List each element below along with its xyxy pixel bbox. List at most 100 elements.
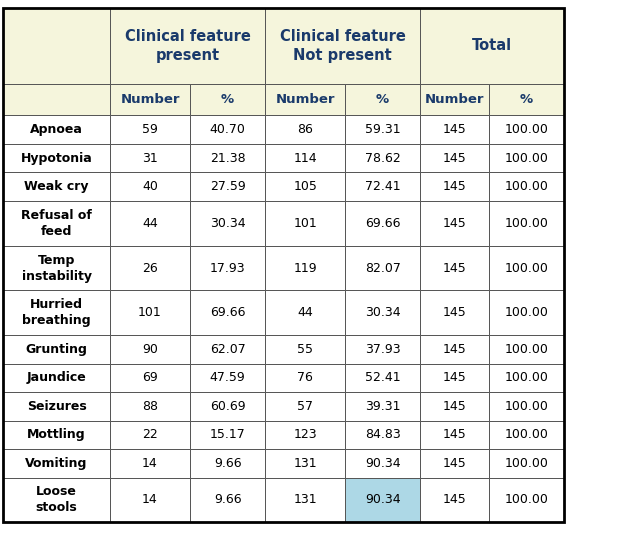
Bar (345, 392, 420, 421)
Bar (489, 201, 564, 246)
Bar (3, 478, 110, 522)
Bar (265, 449, 345, 478)
Bar (3, 201, 110, 246)
Bar (3, 144, 110, 172)
Bar (345, 290, 420, 335)
Bar (110, 449, 190, 478)
Bar (345, 364, 420, 392)
Bar (420, 172, 489, 201)
Bar (3, 449, 110, 478)
Bar (345, 84, 420, 115)
Text: 105: 105 (293, 180, 317, 193)
Text: 100.00: 100.00 (505, 261, 548, 275)
Bar (3, 364, 110, 392)
Bar (190, 421, 265, 449)
Text: Loose
stools: Loose stools (36, 485, 78, 515)
Text: 62.07: 62.07 (210, 343, 245, 356)
Bar (110, 478, 190, 522)
Text: 40: 40 (142, 180, 158, 193)
Text: Number: Number (120, 93, 180, 106)
Text: 100.00: 100.00 (505, 400, 548, 413)
Bar (110, 84, 190, 115)
Text: Number: Number (425, 93, 485, 106)
Text: Vomiting: Vomiting (26, 457, 88, 470)
Bar (110, 290, 190, 335)
Text: Apnoea: Apnoea (30, 123, 83, 136)
Bar (190, 478, 265, 522)
Bar (3, 290, 110, 335)
Text: 69: 69 (142, 371, 158, 385)
Text: 119: 119 (293, 261, 317, 275)
Bar (3, 8, 110, 84)
Bar (3, 115, 110, 144)
Text: 145: 145 (443, 123, 467, 136)
Text: 100.00: 100.00 (505, 180, 548, 193)
Bar (190, 172, 265, 201)
Bar (265, 115, 345, 144)
Text: 31: 31 (142, 152, 158, 165)
Text: Weak cry: Weak cry (24, 180, 89, 193)
Bar (489, 144, 564, 172)
Text: 145: 145 (443, 400, 467, 413)
Bar (190, 392, 265, 421)
Bar (265, 364, 345, 392)
Text: 39.31: 39.31 (365, 400, 401, 413)
Bar (3, 172, 110, 201)
Text: 100.00: 100.00 (505, 123, 548, 136)
Text: 100.00: 100.00 (505, 217, 548, 230)
Text: 100.00: 100.00 (505, 306, 548, 319)
Text: %: % (520, 93, 533, 106)
Text: %: % (376, 93, 389, 106)
Text: 22: 22 (142, 428, 158, 441)
Bar (110, 392, 190, 421)
Bar (489, 364, 564, 392)
Text: 57: 57 (297, 400, 313, 413)
Text: 30.34: 30.34 (365, 306, 401, 319)
Bar (3, 392, 110, 421)
Text: Mottling: Mottling (28, 428, 86, 441)
Text: 145: 145 (443, 261, 467, 275)
Text: 30.34: 30.34 (210, 217, 245, 230)
Text: 15.17: 15.17 (210, 428, 245, 441)
Text: Temp
instability: Temp instability (22, 253, 92, 283)
Bar (110, 364, 190, 392)
Text: 60.69: 60.69 (210, 400, 245, 413)
Text: 145: 145 (443, 371, 467, 385)
Bar (489, 84, 564, 115)
Text: 145: 145 (443, 493, 467, 507)
Bar (3, 84, 110, 115)
Text: Hurried
breathing: Hurried breathing (22, 298, 91, 328)
Bar (265, 8, 420, 84)
Bar (3, 335, 110, 364)
Bar (345, 144, 420, 172)
Bar (3, 246, 110, 290)
Bar (420, 290, 489, 335)
Bar (110, 421, 190, 449)
Bar (345, 246, 420, 290)
Bar (265, 478, 345, 522)
Bar (265, 201, 345, 246)
Bar (489, 335, 564, 364)
Text: Grunting: Grunting (26, 343, 87, 356)
Bar (265, 392, 345, 421)
Bar (265, 246, 345, 290)
Bar (110, 172, 190, 201)
Text: 44: 44 (142, 217, 158, 230)
Bar (420, 421, 489, 449)
Bar (110, 144, 190, 172)
Text: 21.38: 21.38 (210, 152, 245, 165)
Bar (3, 8, 564, 522)
Bar (265, 421, 345, 449)
Text: 100.00: 100.00 (505, 493, 548, 507)
Text: 145: 145 (443, 343, 467, 356)
Text: 9.66: 9.66 (214, 493, 241, 507)
Bar (420, 478, 489, 522)
Text: Clinical feature
present: Clinical feature present (125, 29, 250, 63)
Text: 100.00: 100.00 (505, 343, 548, 356)
Bar (420, 449, 489, 478)
Bar (345, 421, 420, 449)
Text: 17.93: 17.93 (210, 261, 245, 275)
Bar (3, 421, 110, 449)
Text: 72.41: 72.41 (365, 180, 401, 193)
Text: 69.66: 69.66 (365, 217, 401, 230)
